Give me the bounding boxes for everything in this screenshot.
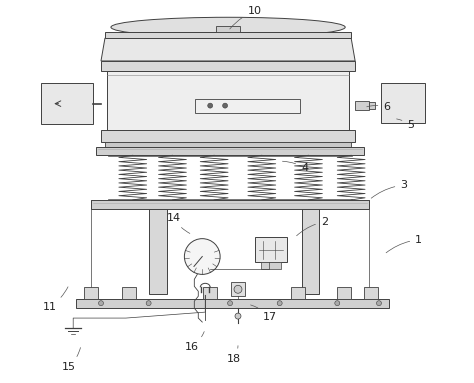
Text: 16: 16	[185, 332, 204, 352]
Bar	[195, 99, 300, 113]
Circle shape	[234, 285, 242, 293]
Text: 18: 18	[227, 346, 241, 364]
Bar	[96, 147, 364, 155]
Bar	[105, 142, 351, 147]
Text: 14: 14	[166, 213, 190, 233]
Text: 10: 10	[230, 6, 262, 29]
Bar	[216, 26, 240, 32]
Bar	[231, 282, 245, 296]
Circle shape	[335, 301, 340, 306]
Bar	[291, 287, 304, 299]
Circle shape	[223, 103, 228, 108]
Bar	[105, 32, 351, 38]
Text: 17: 17	[251, 305, 277, 322]
Bar	[107, 71, 349, 131]
Circle shape	[376, 301, 382, 306]
Circle shape	[99, 301, 103, 306]
Bar	[364, 287, 378, 299]
Text: 5: 5	[397, 119, 414, 131]
Circle shape	[184, 239, 220, 274]
Bar	[255, 237, 287, 262]
Text: 15: 15	[62, 348, 81, 372]
Bar	[149, 209, 166, 294]
Text: 6: 6	[367, 101, 391, 111]
Bar	[122, 287, 136, 299]
Bar	[369, 101, 375, 109]
Text: 1: 1	[386, 235, 422, 253]
Bar	[41, 83, 93, 124]
Bar	[337, 287, 351, 299]
Polygon shape	[101, 38, 355, 61]
Text: 11: 11	[42, 287, 68, 312]
Ellipse shape	[111, 17, 345, 37]
Circle shape	[277, 301, 282, 306]
Bar	[381, 83, 425, 123]
Circle shape	[208, 103, 213, 108]
Circle shape	[146, 301, 151, 306]
Bar	[301, 209, 319, 294]
Bar	[76, 299, 389, 308]
Bar	[101, 131, 355, 142]
Bar	[101, 61, 355, 71]
Bar	[203, 287, 217, 299]
Text: 4: 4	[283, 161, 308, 173]
Circle shape	[228, 301, 233, 306]
Circle shape	[235, 313, 241, 319]
Text: 3: 3	[371, 180, 407, 198]
Bar	[84, 287, 98, 299]
Bar	[261, 262, 281, 269]
Bar	[355, 101, 369, 110]
Bar	[91, 200, 369, 209]
Text: 2: 2	[297, 217, 328, 236]
